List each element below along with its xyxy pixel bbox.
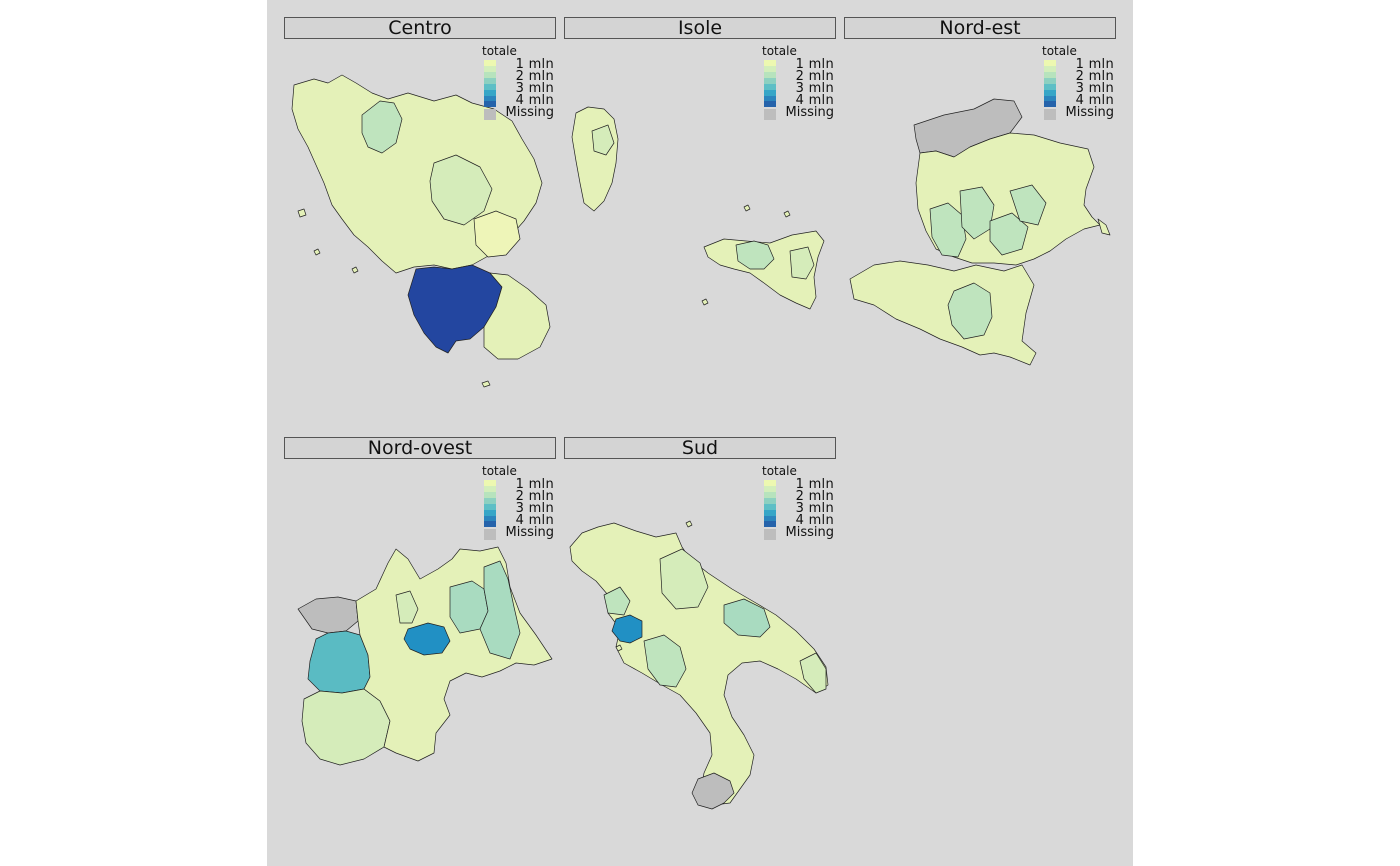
legend-break-2: 2 mln — [1075, 69, 1114, 84]
choropleth-nordovest — [297, 546, 553, 766]
region-trieste — [1097, 218, 1111, 236]
island-tremiti — [685, 520, 693, 528]
legend-sud: totale 1 mln 2 mln 3 mln 4 mln Missing — [762, 464, 836, 544]
region-palermo — [735, 240, 775, 270]
region-caserta — [603, 586, 631, 616]
region-salerno — [643, 634, 687, 688]
panel-centro: Centro totale 1 mln 2 mln 3 mln 4 m — [284, 17, 556, 417]
panel-title-nordovest: Nord-ovest — [284, 437, 556, 459]
legend-break-2: 2 mln — [795, 69, 834, 84]
map-canvas: Centro totale 1 mln 2 mln 3 mln 4 m — [267, 0, 1133, 866]
legend-missing-swatch — [484, 529, 496, 540]
region-centro-b — [429, 154, 493, 226]
region-verona — [929, 202, 967, 258]
legend-title: totale — [1042, 44, 1077, 58]
region-napoli — [611, 614, 643, 644]
region-centro-south — [483, 272, 551, 360]
legend-break-4: 4 mln — [515, 93, 554, 108]
region-bari — [723, 598, 771, 638]
legend-break-4: 4 mln — [1075, 93, 1114, 108]
legend-title: totale — [762, 464, 797, 478]
legend-color-ramp — [764, 480, 776, 527]
panel-title-isole: Isole — [564, 17, 836, 39]
region-brescia — [479, 560, 521, 660]
choropleth-sud — [569, 520, 829, 810]
legend-break-1: 1 mln — [795, 57, 834, 72]
region-bologna — [947, 282, 993, 340]
legend-color-ramp — [1044, 60, 1056, 107]
legend-break-4: 4 mln — [795, 93, 834, 108]
panel-title-sud: Sud — [564, 437, 836, 459]
legend-break-2: 2 mln — [515, 69, 554, 84]
legend-missing-label: Missing — [505, 105, 554, 120]
region-emilia — [849, 260, 1037, 366]
legend-break-3: 3 mln — [515, 81, 554, 96]
legend-missing-label: Missing — [785, 525, 834, 540]
choropleth-isole — [571, 106, 825, 310]
region-centro-c — [473, 210, 521, 258]
legend-break-1: 1 mln — [1075, 57, 1114, 72]
legend-centro: totale 1 mln 2 mln 3 mln 4 mln Missing — [482, 44, 556, 124]
legend-color-ramp — [484, 480, 496, 527]
legend-missing-swatch — [484, 109, 496, 120]
panel-title-centro: Centro — [284, 17, 556, 39]
region-roma — [407, 264, 503, 354]
region-milano — [403, 622, 451, 656]
island-lipari — [783, 210, 791, 218]
region-varese — [395, 590, 419, 624]
legend-break-4: 4 mln — [515, 513, 554, 528]
island-ustica — [743, 204, 751, 212]
legend-break-3: 3 mln — [795, 81, 834, 96]
legend-missing-label: Missing — [505, 525, 554, 540]
legend-missing-swatch — [764, 529, 776, 540]
legend-break-4: 4 mln — [795, 513, 834, 528]
legend-break-3: 3 mln — [795, 501, 834, 516]
legend-break-1: 1 mln — [795, 477, 834, 492]
legend-break-1: 1 mln — [515, 57, 554, 72]
legend-break-2: 2 mln — [795, 489, 834, 504]
legend-title: totale — [482, 44, 517, 58]
legend-missing-swatch — [764, 109, 776, 120]
panel-title-nordest: Nord-est — [844, 17, 1116, 39]
island-giglio — [313, 248, 321, 256]
island-elba — [297, 208, 307, 218]
island-ponza — [481, 380, 491, 388]
legend-color-ramp — [484, 60, 496, 107]
legend-missing-label: Missing — [1065, 105, 1114, 120]
legend-nordest: totale 1 mln 2 mln 3 mln 4 mln Missing — [1042, 44, 1116, 124]
panel-nordest: Nord-est totale 1 mln 2 mln 3 mln 4 mln — [844, 17, 1116, 417]
panel-sud: Sud totale 1 mln 2 mln 3 mln 4 mln — [564, 437, 836, 837]
legend-color-ramp — [764, 60, 776, 107]
legend-missing-swatch — [1044, 109, 1056, 120]
island-pantelleria — [701, 298, 709, 306]
legend-missing-label: Missing — [785, 105, 834, 120]
region-aosta — [297, 596, 359, 634]
region-sardegna-b — [591, 124, 615, 156]
island-capri — [615, 644, 623, 652]
legend-title: totale — [762, 44, 797, 58]
legend-break-1: 1 mln — [515, 477, 554, 492]
region-reggio-calabria — [691, 772, 735, 810]
region-centro-a — [361, 100, 403, 154]
region-padova — [989, 212, 1029, 256]
region-cuneo — [301, 688, 391, 766]
legend-nordovest: totale 1 mln 2 mln 3 mln 4 mln Missing — [482, 464, 556, 544]
region-foggia — [659, 548, 709, 610]
legend-title: totale — [482, 464, 517, 478]
legend-isole: totale 1 mln 2 mln 3 mln 4 mln Missing — [762, 44, 836, 124]
region-catania — [789, 246, 815, 280]
region-sardegna — [571, 106, 619, 212]
region-treviso — [1009, 184, 1047, 226]
choropleth-nordest — [849, 98, 1111, 366]
legend-break-3: 3 mln — [1075, 81, 1114, 96]
island-capraia — [351, 266, 359, 274]
legend-break-3: 3 mln — [515, 501, 554, 516]
panel-isole: Isole totale 1 mln 2 mln 3 mln 4 mln — [564, 17, 836, 417]
region-lecce — [799, 652, 827, 694]
region-torino — [307, 630, 371, 694]
legend-break-2: 2 mln — [515, 489, 554, 504]
panel-nordovest: Nord-ovest totale 1 mln 2 mln 3 mln 4 ml… — [284, 437, 556, 837]
choropleth-centro — [291, 74, 551, 388]
